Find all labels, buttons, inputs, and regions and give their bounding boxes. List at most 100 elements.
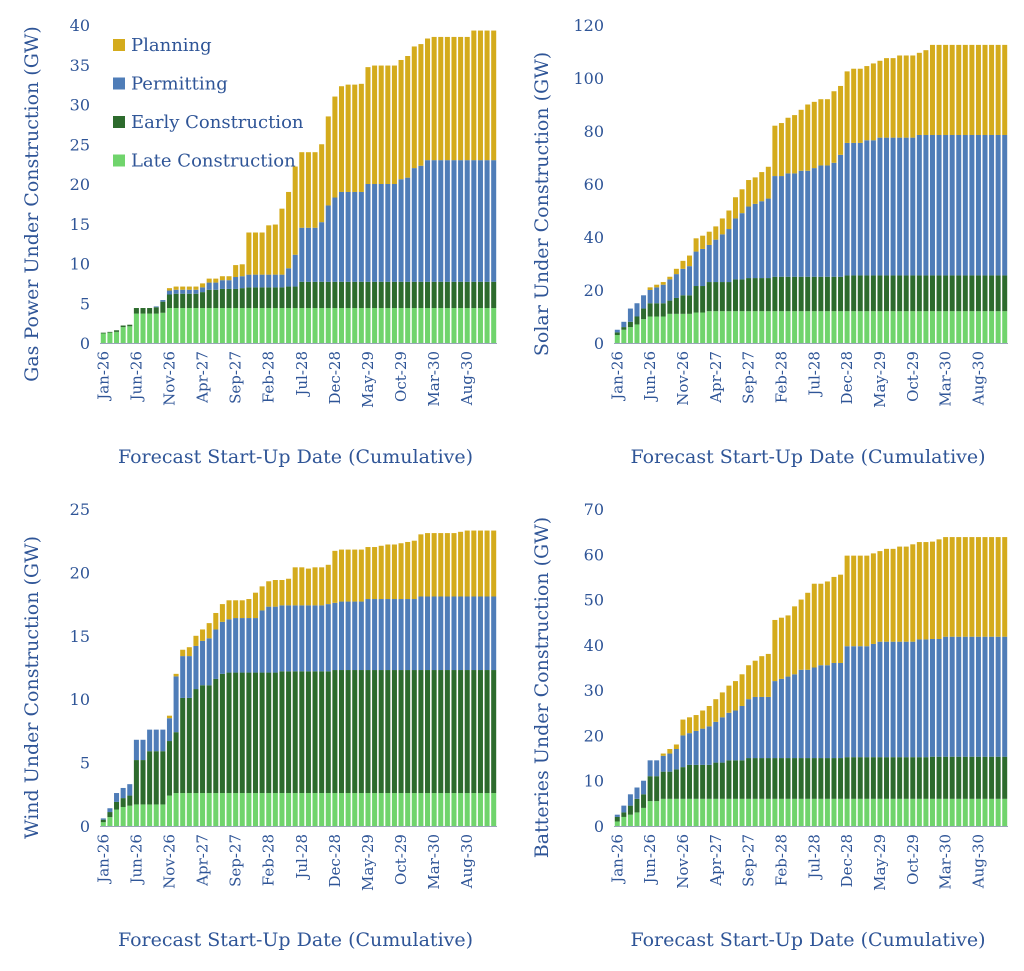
bar-segment-late [219,793,225,826]
bar-segment-late [732,798,738,826]
bar-segment-planning [200,283,206,288]
bar-segment-late [857,798,863,826]
bar-segment-early [798,758,804,799]
bar-segment-planning [765,653,771,697]
legend-label-permitting: Permitting [131,74,228,95]
bar-segment-planning [798,109,804,171]
bar-segment-planning [398,59,404,180]
bar-segment-permitting [279,605,285,672]
chart-panel-1: 0 5 10 15 20 25 30 35 40 Jan-26 Jun-26 Nov-26 Apr-27… [21,16,497,468]
bar-segment-permitting [627,794,633,806]
bar-segment-permitting [160,729,166,752]
bar-segment-planning [272,580,278,607]
bar-segment-permitting [431,160,437,282]
bar-segment-planning [700,235,706,249]
bar-segment-late [259,308,265,343]
bar-segment-early [193,293,199,309]
bar-segment-early [325,671,331,794]
bar-segment-late [425,793,431,826]
bar-segment-planning [200,629,206,641]
bar-segment-permitting [405,177,411,282]
bar-segment-permitting [641,295,647,309]
bar-segment-planning [378,545,384,600]
y-tick-label: 5 [80,294,90,313]
bar-segment-early [127,324,133,327]
bar-segment-early [107,812,113,818]
bar-segment-permitting [772,176,778,277]
bar-segment-permitting [352,191,358,282]
bar-segment-planning [372,65,378,184]
x-tick-label: Jan-26 [608,351,626,402]
bar-segment-early [995,756,1001,799]
bar-segment-planning [345,549,351,602]
bar-segment-planning [805,104,811,171]
bar-segment-late [713,311,719,343]
bar-segment-early [266,672,272,794]
bar-segment-early [739,279,745,312]
bar-segment-permitting [778,678,784,759]
bar-segment-permitting [286,605,292,672]
bar-segment-permitting [233,277,239,289]
bar-segment-late [153,804,159,826]
bar-segment-early [405,281,411,309]
bar-segment-late [995,798,1001,826]
bar-segment-permitting [140,739,146,761]
bar-segment-late [949,798,955,826]
bar-segment-early [778,758,784,799]
bar-segment-late [299,308,305,343]
x-tick-label: Aug-30 [458,834,476,889]
bar-segment-permitting [870,140,876,276]
bar-segment-early [831,758,837,799]
bar-segment-permitting [864,140,870,276]
bar-segment-permitting [627,308,633,322]
bar-segment-early [385,281,391,309]
bar-segment-late [107,332,113,343]
x-tick-label: May-29 [359,351,377,408]
bar-segment-permitting [929,638,935,757]
bar-segment-planning [471,530,477,597]
bar-segment-late [252,308,259,343]
bar-segment-permitting [252,274,259,288]
bar-segment-early [444,281,450,309]
bar-segment-early [877,275,883,312]
bar-segment-permitting [477,596,483,671]
bar-segment-planning [206,623,212,639]
bar-segment-planning [180,649,186,657]
bar-segment-early [765,278,771,312]
bar-segment-permitting [484,160,490,282]
bar-segment-late [471,793,477,826]
bar-segment-permitting [759,201,765,279]
bar-segment-permitting [811,667,817,759]
bar-segment-permitting [673,274,679,298]
bar-segment-early [305,281,311,309]
bar-segment-early [838,276,844,312]
bar-segment-permitting [444,160,450,282]
bar-segment-late [147,804,153,826]
bar-segment-permitting [458,160,464,282]
bar-segment-planning [471,30,477,161]
bar-segment-planning [418,534,424,597]
bar-segment-permitting [995,134,1001,276]
bar-segment-permitting [713,239,719,283]
bar-segment-planning [693,238,699,252]
bar-segment-planning [687,255,693,267]
bar-segment-early [398,670,404,794]
y-tick-label: 60 [584,175,604,194]
bar-segment-late [246,308,252,343]
bar-segment-planning [831,576,837,663]
bar-segment-late [147,313,153,343]
bar-segment-planning [818,99,824,166]
bar-segment-permitting [870,643,876,758]
bar-segment-late [286,793,292,826]
bar-segment-planning [219,604,225,622]
bar-segment-permitting [319,605,325,672]
x-tick-label: Nov-26 [161,834,179,889]
bar-segment-planning [746,180,752,207]
bar-segment-permitting [719,234,725,283]
bar-segment-early [627,805,633,815]
bar-segment-late [180,308,186,343]
bar-segment-late [746,798,752,826]
bar-segment-planning [451,533,457,597]
bar-segment-late [975,311,981,343]
bar-segment-early [160,301,166,313]
